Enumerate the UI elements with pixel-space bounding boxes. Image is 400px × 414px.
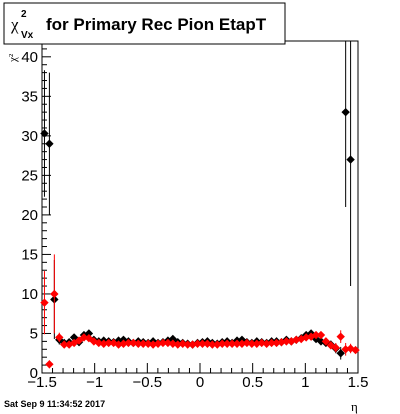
y-tick-label: 0 — [30, 365, 38, 382]
data-point — [139, 339, 148, 348]
chart-title-symbol: χ — [10, 15, 19, 34]
x-tick-label: 0.5 — [242, 374, 263, 391]
data-point — [40, 129, 49, 138]
y-tick-label: 10 — [21, 286, 38, 303]
data-point — [341, 107, 350, 117]
data-point — [45, 139, 54, 148]
data-point — [311, 330, 321, 340]
data-point — [267, 338, 276, 348]
data-point — [168, 339, 178, 348]
chart-title-subscript: Vx — [21, 30, 34, 41]
data-point — [351, 345, 360, 355]
series-layer — [40, 41, 360, 369]
chart-title-superscript: 2 — [21, 9, 27, 20]
y-axis-label: χ² — [7, 53, 19, 63]
series-0 — [40, 41, 355, 360]
chart-title-text: for Primary Rec Pion EtapT — [46, 15, 267, 34]
data-point — [247, 339, 257, 348]
data-point — [227, 339, 237, 348]
x-tick-label: 1.5 — [348, 374, 369, 391]
data-point — [193, 339, 202, 348]
data-point — [282, 337, 291, 346]
data-point — [55, 333, 64, 342]
data-point — [50, 289, 59, 299]
series-1 — [40, 254, 360, 369]
data-point — [183, 340, 192, 349]
y-tick-label: 15 — [21, 246, 38, 263]
data-point — [45, 360, 54, 369]
data-point — [60, 340, 69, 349]
data-point — [134, 339, 143, 348]
data-point — [208, 340, 217, 349]
data-point — [316, 330, 326, 340]
data-point — [336, 349, 345, 358]
y-tick-label: 20 — [21, 207, 38, 224]
chart-title-box: χ 2 Vx for Primary Rec Pion EtapT — [3, 2, 286, 45]
data-point — [346, 155, 355, 164]
data-point — [104, 338, 113, 348]
plot-frame — [41, 40, 359, 374]
data-point — [336, 332, 345, 341]
y-tick-label: 30 — [21, 128, 38, 145]
data-point — [158, 338, 168, 348]
data-point — [124, 338, 133, 348]
x-tick-label: 0 — [196, 374, 204, 391]
y-tick-label: 5 — [30, 325, 38, 342]
x-tick-label: −1.5 — [27, 374, 57, 391]
data-point — [168, 334, 178, 344]
data-point — [232, 339, 242, 348]
data-point — [218, 339, 227, 348]
y-tick-label: 25 — [21, 167, 38, 184]
data-point — [321, 337, 331, 346]
data-point — [222, 339, 232, 348]
data-point — [203, 339, 212, 348]
y-tick-label: 40 — [21, 49, 38, 66]
x-tick-label: 1 — [301, 374, 309, 391]
y-tick-label: 35 — [21, 88, 38, 105]
data-point — [99, 339, 108, 348]
data-point — [331, 343, 340, 352]
x-tick-label: −0.5 — [133, 374, 163, 391]
data-point — [198, 339, 207, 348]
data-point — [84, 329, 94, 338]
data-point — [119, 339, 128, 348]
axes: −1.5 −1 −0.5 0 0.5 1 1.5 0 5 10 15 20 25 30 35 40 — [21, 40, 369, 391]
timestamp-footer: Sat Sep 9 11:34:52 2017 — [4, 399, 106, 409]
x-tick-label: −1 — [86, 374, 103, 391]
data-point — [40, 298, 49, 307]
x-axis-label: η — [351, 399, 358, 414]
data-point — [143, 339, 153, 348]
data-point — [79, 333, 89, 342]
